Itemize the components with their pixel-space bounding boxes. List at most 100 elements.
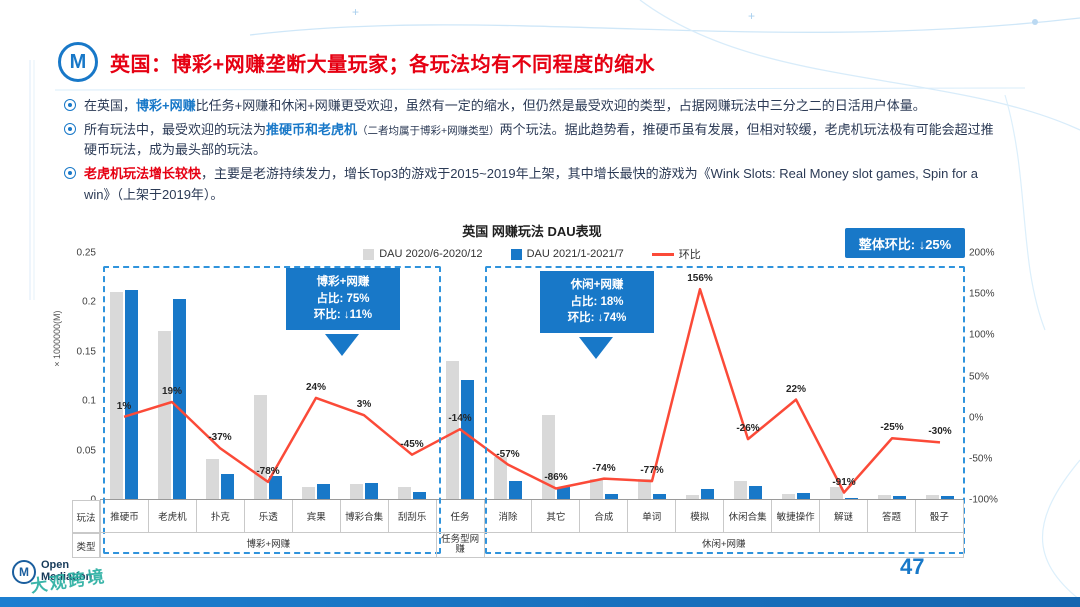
category-label: 休闲合集 <box>724 500 773 533</box>
bar-series-1 <box>206 459 219 499</box>
down-arrow-icon <box>579 337 613 359</box>
line-data-label: -86% <box>544 472 568 484</box>
category-label: 骰子 <box>915 500 964 533</box>
bar-series-2 <box>221 474 234 499</box>
axis-tick-label: 0.1 <box>82 395 96 407</box>
ratio-line-chart <box>123 287 941 494</box>
axis-tick-label: 0.05 <box>76 445 96 457</box>
group-label: 博彩+网赚 <box>101 533 437 558</box>
bar-series-1 <box>926 495 939 499</box>
line-data-label: -25% <box>880 422 904 434</box>
line-data-label: 1% <box>116 400 132 412</box>
page-title: 英国：博彩+网赚垄断大量玩家；各玩法均有不同程度的缩水 <box>110 53 656 76</box>
bullet-text: 所有玩法中，最受欢迎的玩法为 <box>84 122 267 138</box>
bar-series-2 <box>269 476 282 499</box>
line-data-label: 19% <box>161 386 183 398</box>
bullet-item-3: 老虎机玩法增长较快，主要是老游持续发力，增长Top3的游戏于2015~2019年… <box>62 164 998 204</box>
bar-series-2 <box>125 289 138 499</box>
bar-series-1 <box>110 291 123 499</box>
legend-square-swatch <box>363 248 375 260</box>
bullet-icon <box>64 123 76 136</box>
category-label: 合成 <box>580 500 629 533</box>
category-label: 单词 <box>628 500 677 533</box>
footer-logo-line: Mediation <box>41 571 93 583</box>
bar-series-2 <box>413 492 426 499</box>
callout-line: 环比: ↓74% <box>567 312 627 325</box>
line-data-label: -74% <box>592 462 616 474</box>
axis-tick-label: 200% <box>969 247 995 259</box>
bullet-text: 比任务+网赚和休闲+网赚更受欢迎，虽然有一定的缩水，但仍然是最受欢迎的类型，占据… <box>195 98 926 113</box>
axis-tick-label: 150% <box>969 288 995 300</box>
bar-series-2 <box>797 493 810 499</box>
group-label: 任务型网赚 <box>436 533 485 558</box>
line-data-label: 22% <box>785 383 807 395</box>
bar-series-2 <box>317 484 330 499</box>
bar-series-2 <box>701 489 714 499</box>
axis-tick-label: -50% <box>969 453 993 465</box>
category-label: 其它 <box>532 500 581 533</box>
footer-logo-icon: M <box>12 560 36 584</box>
bullet-icon <box>64 167 76 180</box>
callout-line: 环比: ↓11% <box>313 309 373 322</box>
callout-line: 占比: 75% <box>316 292 370 305</box>
line-data-label: -91% <box>832 476 856 488</box>
chart-legend: DAU 2020/6-2020/12 DAU 2021/1-2021/7 环比 <box>100 246 964 262</box>
line-data-label: -78% <box>256 465 280 477</box>
bullet-list: 在英国，博彩+网赚比任务+网赚和休闲+网赚更受欢迎，虽然有一定的缩水，但仍然是最… <box>62 96 998 209</box>
legend-item: 环比 <box>651 246 701 262</box>
legend-line-swatch <box>651 252 674 256</box>
line-data-label: -26% <box>736 423 760 435</box>
brand-logo-icon: M <box>58 42 98 82</box>
bullet-text: ，主要是老游持续发力，增长Top3的游戏于2015~2019年上架，其中增长最快… <box>84 166 978 202</box>
footer-logo-line: Open <box>41 559 70 572</box>
group-axis-row: 博彩+网赚 任务型网赚 休闲+网赚 <box>100 533 964 558</box>
category-label: 老虎机 <box>148 500 197 533</box>
bullet-note: （二者均属于博彩+网赚类型） <box>357 125 500 138</box>
down-arrow-icon <box>325 334 359 356</box>
bullet-highlight: 推硬币和老虎机 <box>266 122 358 138</box>
axis-tick-label: 50% <box>969 371 990 382</box>
bottom-accent-bar <box>0 597 1080 607</box>
legend-label: DAU 2021/1-2021/7 <box>526 248 624 260</box>
bar-series-1 <box>542 415 555 499</box>
bar-series-2 <box>173 299 186 499</box>
footer-logo: M Open Mediation <box>12 560 92 584</box>
line-data-label: -37% <box>208 432 232 444</box>
footer-logo-text: Open Mediation <box>41 560 92 583</box>
bar-series-2 <box>845 498 858 499</box>
line-data-label: -30% <box>928 426 952 438</box>
legend-label: DAU 2020/6-2020/12 <box>379 248 483 260</box>
bar-series-1 <box>782 494 795 499</box>
bar-series-1 <box>830 487 843 499</box>
bar-series-2 <box>461 380 474 499</box>
bar-series-1 <box>878 495 891 499</box>
bar-series-1 <box>398 487 411 499</box>
category-label: 答题 <box>868 500 916 533</box>
axis-header-category: 玩法 <box>72 500 100 533</box>
category-label: 消除 <box>484 500 533 533</box>
bar-series-1 <box>302 487 315 499</box>
right-axis-ticks: 200% 150% 100% 50% 0% -50% -100% <box>969 248 1013 506</box>
line-data-label: 3% <box>356 399 372 411</box>
bullet-icon <box>64 99 76 111</box>
axis-tick-label: 0.2 <box>82 296 96 308</box>
callout-line: 占比: 18% <box>570 295 624 308</box>
category-label: 推硬币 <box>101 500 149 533</box>
bar-series-2 <box>557 487 570 499</box>
bar-series-2 <box>941 496 954 499</box>
line-data-label: -57% <box>496 448 520 460</box>
bar-series-2 <box>365 483 378 499</box>
callout-line: 休闲+网赚 <box>570 279 624 291</box>
bar-series-1 <box>446 360 459 499</box>
legend-item: DAU 2021/1-2021/7 <box>510 248 624 260</box>
line-data-label: -45% <box>400 438 424 450</box>
category-label: 博彩合集 <box>340 500 389 533</box>
category-label: 解谜 <box>820 500 868 533</box>
category-label: 宾果 <box>292 500 341 533</box>
bullet-item-1: 在英国，博彩+网赚比任务+网赚和休闲+网赚更受欢迎，虽然有一定的缩水，但仍然是最… <box>62 96 998 116</box>
category-label: 扑克 <box>196 500 245 533</box>
axis-tick-label: -100% <box>969 494 998 506</box>
axis-tick-label: 0.25 <box>76 247 96 259</box>
left-axis-title: ×1000000(M) <box>52 310 62 370</box>
